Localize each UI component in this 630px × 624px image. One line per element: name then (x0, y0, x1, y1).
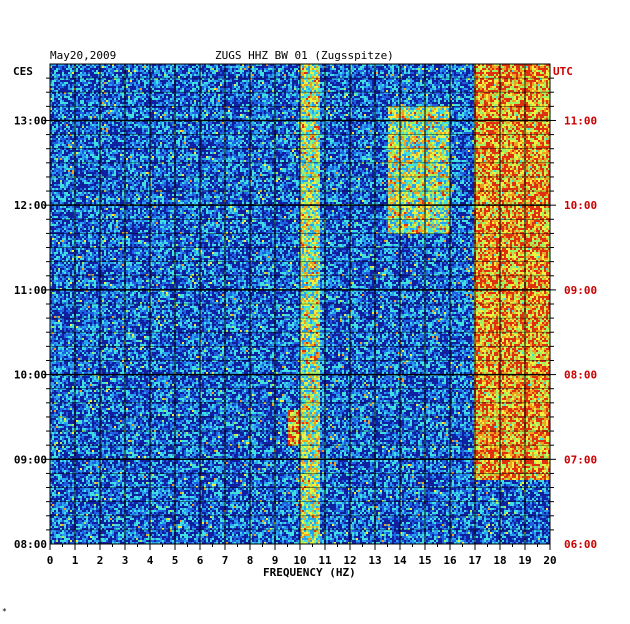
x-tick-label: 6 (197, 554, 204, 567)
footer-mark: * (2, 607, 7, 616)
right-tick-label: 08:00 (564, 369, 597, 382)
x-tick-label: 14 (393, 554, 407, 567)
date-label: May20,2009 (50, 49, 116, 62)
right-tick-label: 06:00 (564, 538, 597, 551)
x-tick-label: 20 (543, 554, 556, 567)
x-tick-label: 7 (222, 554, 229, 567)
x-tick-label: 1 (72, 554, 79, 567)
x-tick-label: 3 (122, 554, 129, 567)
x-axis: 0 1 2 3 4 5 6 7 8 9 10 11 12 13 14 15 16 17 18 19 20 (47, 544, 557, 567)
x-tick-label: 15 (418, 554, 431, 567)
right-tick-label: 07:00 (564, 453, 597, 466)
left-timezone-label: CES (13, 65, 33, 78)
left-tick-label: 10:00 (14, 369, 47, 382)
left-axis: 13:00 12:00 11:00 10:00 09:00 08:00 (14, 77, 50, 551)
x-tick-label: 0 (47, 554, 54, 567)
right-tick-label: 10:00 (564, 199, 597, 212)
x-tick-label: 2 (97, 554, 104, 567)
x-tick-label: 10 (293, 554, 306, 567)
left-tick-label: 09:00 (14, 453, 47, 466)
x-tick-label: 13 (368, 554, 381, 567)
x-tick-label: 9 (272, 554, 279, 567)
x-tick-label: 4 (147, 554, 154, 567)
right-tick-label: 09:00 (564, 284, 597, 297)
grid-lines (50, 64, 550, 544)
left-tick-label: 13:00 (14, 114, 47, 127)
left-tick-label: 12:00 (14, 199, 47, 212)
x-tick-label: 16 (443, 554, 457, 567)
x-axis-title: FREQUENCY (HZ) (263, 566, 356, 579)
x-tick-label: 18 (493, 554, 506, 567)
x-tick-label: 19 (518, 554, 531, 567)
left-tick-label: 11:00 (14, 284, 47, 297)
left-tick-label: 08:00 (14, 538, 47, 551)
right-tick-label: 11:00 (564, 114, 597, 127)
x-tick-label: 8 (247, 554, 254, 567)
right-timezone-label: UTC (553, 65, 573, 78)
station-title: ZUGS HHZ BW 01 (Zugsspitze) (215, 49, 394, 62)
x-tick-label: 12 (343, 554, 356, 567)
x-tick-label: 5 (172, 554, 179, 567)
right-axis: 11:00 10:00 09:00 08:00 07:00 06:00 (550, 77, 597, 551)
x-tick-label: 17 (468, 554, 481, 567)
x-tick-label: 11 (318, 554, 332, 567)
